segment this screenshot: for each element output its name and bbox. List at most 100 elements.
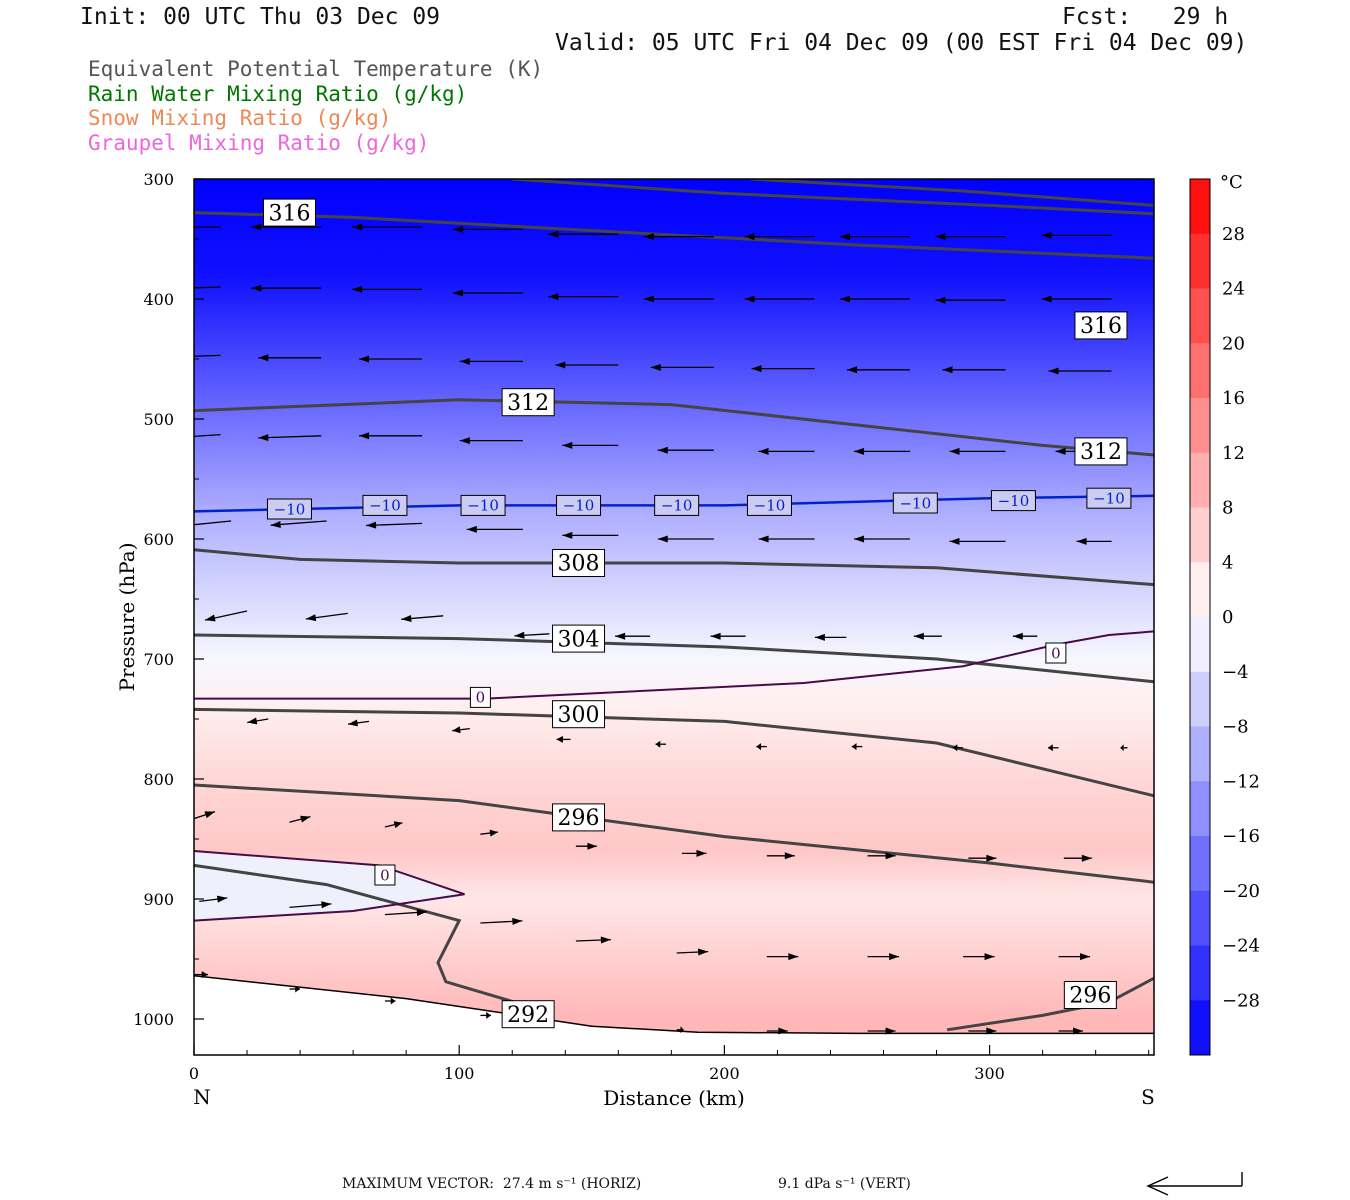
wind-vector <box>681 849 707 857</box>
colorbar-band <box>1190 890 1210 946</box>
wind-vector <box>650 363 714 371</box>
theta-e-contour <box>194 398 1154 457</box>
wind-vector <box>480 829 498 837</box>
colorbar-band <box>1190 288 1210 344</box>
wind-vector <box>575 936 611 944</box>
wind-vector <box>1120 744 1128 752</box>
endpoint-left-label: N <box>193 1085 211 1109</box>
wind-vector <box>854 535 911 543</box>
wind-vector <box>556 735 571 743</box>
isotherm-label: −10 <box>266 498 312 520</box>
wind-vector <box>1012 632 1038 640</box>
wind-vector <box>480 1011 491 1019</box>
theta-e-label: 296 <box>1063 981 1117 1009</box>
theta-e-label: 292 <box>501 1000 555 1029</box>
wind-vector <box>676 1026 684 1034</box>
wind-vector <box>949 537 1006 545</box>
wind-vector <box>258 434 322 442</box>
wind-vector <box>459 357 523 365</box>
svg-text:316: 316 <box>268 201 310 226</box>
vertical-vector-label: 9.1 dPa s⁻¹ (VERT) <box>778 1176 911 1192</box>
isotherm-label: −10 <box>1086 487 1132 509</box>
wind-vector <box>867 852 896 860</box>
svg-text:304: 304 <box>558 627 600 652</box>
svg-text:−10: −10 <box>563 497 595 515</box>
x-tick-label: 0 <box>189 1064 199 1083</box>
wind-vector <box>359 355 423 363</box>
wind-vector <box>676 948 709 956</box>
colorbar-band <box>1190 398 1210 454</box>
wind-vector <box>766 1027 788 1035</box>
wind-vector <box>384 821 403 829</box>
wind-vector <box>840 295 911 303</box>
wind-vector <box>643 295 714 303</box>
legend-theta-e: Equivalent Potential Temperature (K) <box>88 57 544 81</box>
wind-vector <box>766 852 795 860</box>
freezing-label: 0 <box>374 864 396 886</box>
colorbar-tick-label: 0 <box>1222 607 1233 628</box>
colorbar-band <box>1190 781 1210 837</box>
wind-vector <box>452 289 523 297</box>
wind-vector <box>289 815 311 823</box>
theta-e-label: 308 <box>552 549 606 577</box>
wind-vector <box>562 441 619 449</box>
wind-vector <box>1063 854 1092 862</box>
svg-text:292: 292 <box>507 1003 549 1028</box>
wind-vector <box>756 743 767 751</box>
theta-e-contour <box>194 863 516 1004</box>
wind-vector <box>615 632 651 640</box>
svg-text:−10: −10 <box>369 497 401 515</box>
colorbar-band <box>1190 726 1210 782</box>
y-tick-label: 400 <box>143 290 174 309</box>
svg-text:−10: −10 <box>1093 489 1125 507</box>
wind-vector <box>758 447 815 455</box>
wind-vector <box>935 296 1006 304</box>
wind-vector <box>766 953 799 961</box>
wind-vector <box>575 842 597 850</box>
svg-text:0: 0 <box>476 689 486 707</box>
wind-vector <box>867 953 900 961</box>
theta-e-label: 296 <box>552 803 606 832</box>
x-tick-label: 100 <box>444 1064 475 1083</box>
wind-vector <box>352 223 423 231</box>
init-time: Init: 00 UTC Thu 03 Dec 09 <box>80 4 441 30</box>
wind-vector <box>384 908 427 916</box>
colorbar-tick-label: 28 <box>1222 224 1245 245</box>
isotherm-label: −10 <box>460 494 506 516</box>
colorbar-tick-label: −12 <box>1222 771 1260 792</box>
valid-time: Valid: 05 UTC Fri 04 Dec 09 (00 EST Fri … <box>555 30 1248 56</box>
colorbar-frame <box>1189 178 1211 1056</box>
colorbar-tick-label: 12 <box>1222 443 1245 464</box>
svg-text:−10: −10 <box>661 497 693 515</box>
forecast-hour: Fcst: 29 h <box>1062 4 1229 30</box>
y-tick-label: 1000 <box>133 1010 174 1029</box>
svg-text:312: 312 <box>507 391 549 416</box>
svg-text:−10: −10 <box>754 497 786 515</box>
colorbar-band <box>1190 617 1210 673</box>
wind-vector <box>968 1027 997 1035</box>
svg-text:0: 0 <box>380 866 390 884</box>
colorbar-band <box>1190 836 1210 892</box>
svg-text:296: 296 <box>558 806 600 831</box>
colorbar-tick-label: −28 <box>1222 990 1260 1011</box>
wind-vector <box>548 230 619 238</box>
y-tick-label: 600 <box>143 530 174 549</box>
theta-e-contour <box>194 707 1154 798</box>
colorbar-tick-label: −16 <box>1222 826 1260 847</box>
wind-vector <box>1048 744 1059 752</box>
wind-vector <box>814 633 847 641</box>
colorbar-tick-label: 16 <box>1222 388 1245 409</box>
theta-e-label: 316 <box>262 198 316 227</box>
wind-vector <box>480 917 523 925</box>
wind-vector <box>952 744 964 752</box>
wind-vector <box>548 293 619 301</box>
wind-vector <box>204 610 248 622</box>
isotherm-label: −10 <box>654 494 700 516</box>
x-tick-label: 300 <box>974 1064 1005 1083</box>
y-tick-label: 300 <box>143 170 174 189</box>
wind-vector <box>347 719 370 727</box>
surface-line <box>194 975 1154 1035</box>
wind-vector <box>913 632 942 640</box>
wind-vector <box>251 223 322 231</box>
